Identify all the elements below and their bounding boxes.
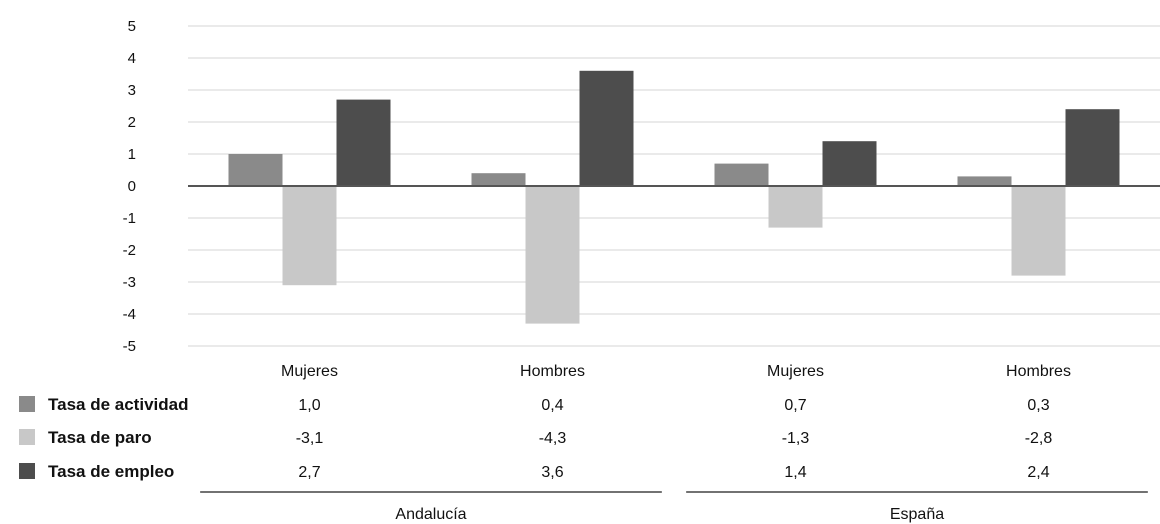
group-label: España xyxy=(890,506,944,523)
legend-label: Tasa de paro xyxy=(48,428,152,447)
x-category-label: Mujeres xyxy=(767,363,824,380)
legend-swatch xyxy=(19,429,35,445)
bar xyxy=(714,163,769,186)
data-label: -4,3 xyxy=(539,430,567,447)
y-axis-ticks: 5 4 3 2 1 0 -1 -2 -3 -4 -5 xyxy=(123,18,136,355)
y-tick-label: 2 xyxy=(128,114,136,131)
y-tick-label: -4 xyxy=(123,306,136,323)
bar xyxy=(282,186,337,286)
bars xyxy=(228,70,1120,324)
data-label: -2,8 xyxy=(1025,430,1053,447)
data-label: 2,4 xyxy=(1027,464,1049,481)
data-label: -1,3 xyxy=(782,430,810,447)
y-tick-label: 3 xyxy=(128,82,136,99)
y-tick-label: -5 xyxy=(123,338,136,355)
data-label: 0,3 xyxy=(1027,397,1049,414)
data-label: 0,4 xyxy=(541,397,563,414)
bar xyxy=(1011,186,1066,276)
legend-label: Tasa de actividad xyxy=(48,395,188,414)
y-tick-label: 5 xyxy=(128,18,136,35)
bar xyxy=(579,70,634,186)
data-label: 0,7 xyxy=(784,397,806,414)
data-label: 1,0 xyxy=(298,397,320,414)
group-labels: Andalucía España xyxy=(200,491,1148,523)
bar xyxy=(471,173,526,186)
y-tick-label: 1 xyxy=(128,146,136,163)
y-tick-label: -2 xyxy=(123,242,136,259)
bar xyxy=(336,99,391,186)
y-tick-label: 0 xyxy=(128,178,136,195)
category-labels: Mujeres Hombres Mujeres Hombres xyxy=(281,363,1071,380)
legend-swatch xyxy=(19,396,35,412)
data-label: 2,7 xyxy=(298,464,320,481)
bar xyxy=(228,154,283,186)
data-label: -3,1 xyxy=(296,430,324,447)
y-tick-label: -1 xyxy=(123,210,136,227)
data-table: Tasa de actividad 1,0 0,4 0,7 0,3 Tasa de par… xyxy=(19,395,1052,481)
legend-swatch xyxy=(19,463,35,479)
bar xyxy=(525,186,580,324)
bar xyxy=(1065,109,1120,186)
data-label: 3,6 xyxy=(541,464,563,481)
x-category-label: Hombres xyxy=(520,363,585,380)
bar xyxy=(957,176,1012,186)
y-tick-label: 4 xyxy=(128,50,136,67)
legend-label: Tasa de empleo xyxy=(48,462,174,481)
bar xyxy=(768,186,823,228)
x-category-label: Hombres xyxy=(1006,363,1071,380)
data-label: 1,4 xyxy=(784,464,806,481)
bar xyxy=(822,141,877,186)
group-label: Andalucía xyxy=(395,506,466,523)
x-category-label: Mujeres xyxy=(281,363,338,380)
y-tick-label: -3 xyxy=(123,274,136,291)
